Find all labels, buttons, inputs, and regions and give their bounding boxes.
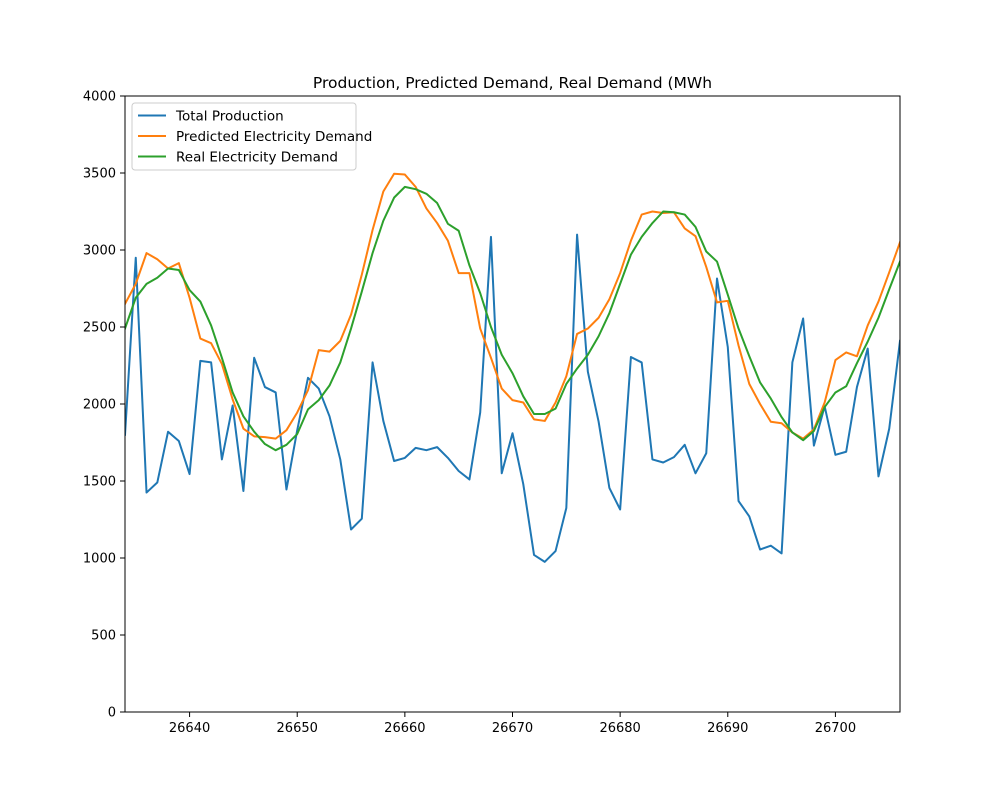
series-line-2 <box>125 185 900 452</box>
legend-label-1: Predicted Electricity Demand <box>176 129 372 145</box>
series-line-0 <box>125 233 900 563</box>
y-tick-label: 1000 <box>83 552 116 567</box>
y-tick-label: 2500 <box>83 321 116 336</box>
x-tick-label: 26690 <box>707 721 748 736</box>
axes-layer: 26640 26650 26660 26670 26680 26690 26700 0 500 1… <box>83 90 901 736</box>
x-tick-label: 26680 <box>599 721 640 736</box>
y-tick-label: 0 <box>108 706 116 721</box>
legend-box <box>131 102 357 171</box>
y-tick-label: 4000 <box>83 90 116 105</box>
y-tick-label: 3000 <box>83 244 116 259</box>
x-tick-label: 26640 <box>169 721 210 736</box>
legend-label-0: Total Production <box>175 109 284 125</box>
series-line-1 <box>125 172 900 440</box>
x-tick-label: 26650 <box>277 721 318 736</box>
y-tick-label: 3500 <box>83 167 116 182</box>
x-tick-label: 26670 <box>492 721 533 736</box>
x-tick-label: 26700 <box>815 721 856 736</box>
series-layer <box>125 172 900 563</box>
chart-title: Production, Predicted Demand, Real Deman… <box>313 74 712 92</box>
y-tick-label: 500 <box>91 629 116 644</box>
x-tick-label: 26660 <box>384 721 425 736</box>
y-tick-label: 2000 <box>83 398 116 413</box>
legend: Total Production Predicted Electricity De… <box>131 102 372 171</box>
y-tick-label: 1500 <box>83 475 116 490</box>
legend-label-2: Real Electricity Demand <box>176 150 338 166</box>
